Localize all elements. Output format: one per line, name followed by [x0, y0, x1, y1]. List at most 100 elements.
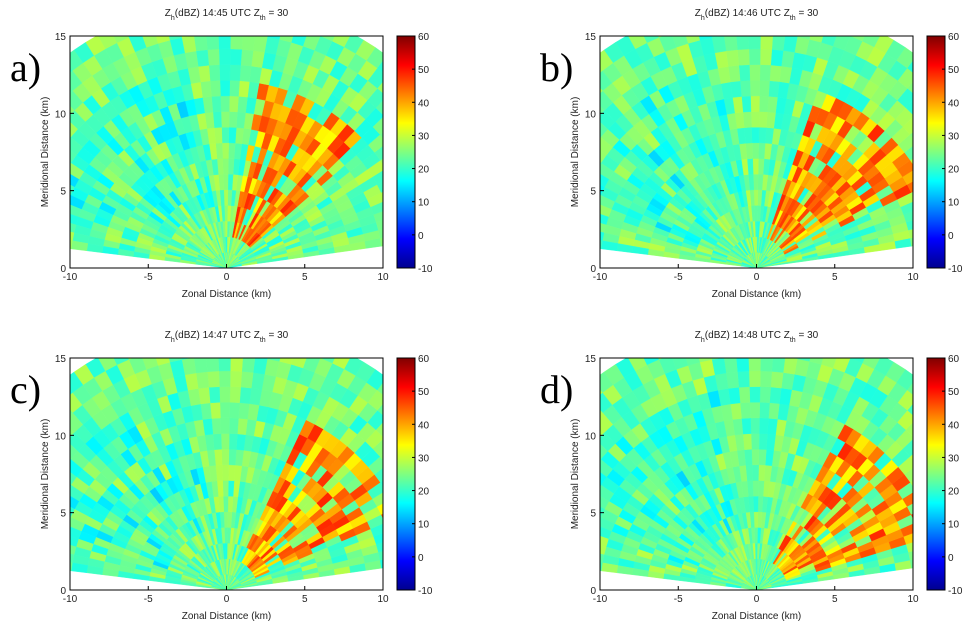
x-tick-label: 5 [302, 272, 308, 283]
colorbar-tick-label: 50 [418, 387, 430, 398]
x-tick-label: -10 [593, 594, 608, 605]
y-axis-label: Meridional Distance (km) [40, 97, 51, 208]
colorbar-tick-label: 0 [418, 231, 424, 242]
title-part: th [790, 337, 796, 344]
panel-label: b) [540, 45, 573, 90]
x-tick-label: 10 [377, 594, 389, 605]
title-part: (dBZ) 14:48 UTC Z [705, 330, 790, 341]
title-part: Z [695, 8, 701, 19]
panel-label: d) [540, 367, 573, 412]
title-part: (dBZ) 14:45 UTC Z [175, 8, 260, 19]
y-tick-label: 5 [590, 509, 596, 520]
colorbar [396, 35, 416, 269]
colorbar-tick-label: 10 [418, 520, 430, 531]
colorbar-tick-label: 50 [948, 65, 960, 76]
x-tick-label: -5 [144, 272, 153, 283]
colorbar-tick-label: 20 [948, 165, 960, 176]
colorbar-tick-label: 30 [948, 131, 960, 142]
title-part: h [171, 15, 175, 22]
colorbar-tick-label: 20 [418, 487, 430, 498]
panel: -10 -5 0 5 10 0 5 10 15 Zonal Distance (km) Meridi… [540, 8, 963, 300]
y-tick-label: 15 [585, 354, 597, 365]
x-axis-label: Zonal Distance (km) [182, 611, 271, 622]
colorbar-tick-label: 30 [948, 453, 960, 464]
x-tick-label: -5 [144, 594, 153, 605]
colorbar-tick-label: 40 [418, 420, 430, 431]
title-part: (dBZ) 14:46 UTC Z [705, 8, 790, 19]
colorbar-tick-label: -10 [418, 264, 433, 275]
panel: -10 -5 0 5 10 0 5 10 15 Zonal Distance (km) Meridi… [10, 330, 433, 622]
x-tick-label: 10 [907, 272, 919, 283]
colorbar-tick-label: 60 [948, 354, 960, 365]
title-part: h [171, 337, 175, 344]
x-tick-label: 5 [832, 272, 838, 283]
y-tick-label: 0 [590, 586, 596, 597]
chart-title: Zh(dBZ) 14:48 UTC Zth = 30 [695, 330, 819, 344]
colorbar-tick-label: -10 [418, 586, 433, 597]
x-tick-label: 0 [224, 594, 230, 605]
x-axis-label: Zonal Distance (km) [182, 289, 271, 300]
colorbar-tick-label: 0 [418, 553, 424, 564]
x-tick-label: 5 [302, 594, 308, 605]
panel: -10 -5 0 5 10 0 5 10 15 Zonal Distance (km) Meridi… [540, 330, 963, 622]
y-axis-label: Meridional Distance (km) [570, 419, 581, 530]
x-axis-label: Zonal Distance (km) [712, 611, 801, 622]
colorbar-tick-label: 10 [418, 198, 430, 209]
title-part: h [701, 15, 705, 22]
colorbar-tick-label: 20 [418, 165, 430, 176]
colorbar [926, 35, 946, 269]
colorbar-tick-label: 50 [418, 65, 430, 76]
title-part: th [260, 15, 266, 22]
colorbar-tick-label: 60 [948, 32, 960, 43]
y-tick-label: 10 [55, 431, 67, 442]
title-part: (dBZ) 14:47 UTC Z [175, 330, 260, 341]
y-tick-label: 0 [60, 586, 66, 597]
colorbar-tick-label: 30 [418, 131, 430, 142]
colorbar [926, 357, 946, 591]
colorbar-tick-label: 40 [418, 98, 430, 109]
colorbar [396, 357, 416, 591]
x-tick-label: 0 [754, 594, 760, 605]
colorbar-tick-label: 40 [948, 420, 960, 431]
radar-field [600, 358, 913, 590]
colorbar-tick-label: 40 [948, 98, 960, 109]
y-tick-label: 15 [55, 354, 67, 365]
y-tick-label: 10 [55, 109, 67, 120]
title-part: th [260, 337, 266, 344]
title-part: = 30 [266, 8, 289, 19]
colorbar-tick-label: 0 [948, 553, 954, 564]
y-tick-label: 0 [590, 264, 596, 275]
colorbar-tick-label: 60 [418, 354, 430, 365]
y-axis-label: Meridional Distance (km) [40, 419, 51, 530]
x-tick-label: -5 [674, 272, 683, 283]
title-part: th [790, 15, 796, 22]
x-tick-label: 0 [754, 272, 760, 283]
colorbar-tick-label: 20 [948, 487, 960, 498]
colorbar-tick-label: -10 [948, 264, 963, 275]
y-tick-label: 0 [60, 264, 66, 275]
x-tick-label: -10 [63, 594, 78, 605]
title-part: = 30 [796, 330, 819, 341]
colorbar-tick-label: 30 [418, 453, 430, 464]
y-tick-label: 5 [60, 187, 66, 198]
chart-title: Zh(dBZ) 14:46 UTC Zth = 30 [695, 8, 819, 22]
x-tick-label: -10 [593, 272, 608, 283]
title-part: Z [165, 8, 171, 19]
radar-field [70, 36, 383, 268]
chart-title: Zh(dBZ) 14:45 UTC Zth = 30 [165, 8, 289, 22]
title-part: Z [695, 330, 701, 341]
radar-field [70, 358, 383, 590]
y-tick-label: 10 [585, 431, 597, 442]
y-tick-label: 5 [60, 509, 66, 520]
x-tick-label: -5 [674, 594, 683, 605]
title-part: = 30 [266, 330, 289, 341]
panel: -10 -5 0 5 10 0 5 10 15 Zonal Distance (km) Meridi… [10, 8, 433, 300]
colorbar-tick-label: -10 [948, 586, 963, 597]
x-tick-label: 0 [224, 272, 230, 283]
x-tick-label: -10 [63, 272, 78, 283]
y-tick-label: 10 [585, 109, 597, 120]
y-tick-label: 15 [585, 32, 597, 43]
title-part: = 30 [796, 8, 819, 19]
title-part: Z [165, 330, 171, 341]
